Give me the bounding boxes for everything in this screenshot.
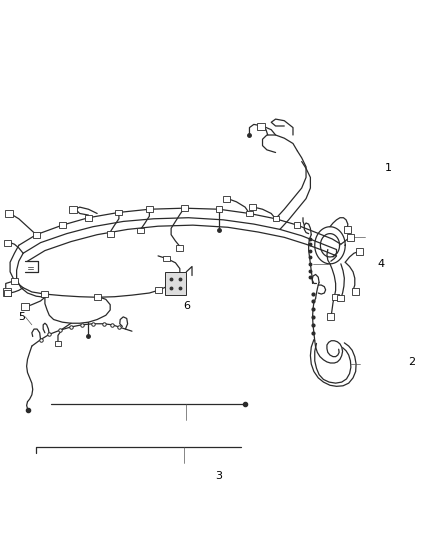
Bar <box>116 209 122 215</box>
Bar <box>356 248 363 255</box>
Bar <box>59 222 66 228</box>
Bar <box>352 288 359 295</box>
Bar <box>249 204 256 210</box>
Bar <box>294 222 300 228</box>
Bar <box>223 196 230 201</box>
Bar <box>4 240 11 246</box>
Bar <box>165 272 186 295</box>
Bar <box>337 295 344 302</box>
Bar <box>163 256 170 262</box>
Bar <box>181 205 187 211</box>
Text: 6: 6 <box>183 301 190 311</box>
Bar <box>344 226 351 232</box>
Bar <box>85 215 92 221</box>
Bar <box>33 232 40 238</box>
Bar <box>347 234 354 240</box>
Bar <box>21 303 29 310</box>
Bar <box>155 287 162 293</box>
Bar <box>327 313 334 319</box>
Text: 1: 1 <box>385 164 392 173</box>
Bar <box>5 210 13 217</box>
Text: 5: 5 <box>18 312 25 322</box>
Bar <box>272 216 279 221</box>
Text: 4: 4 <box>378 259 385 269</box>
Bar <box>107 231 114 237</box>
Bar <box>332 294 339 300</box>
Text: 2: 2 <box>408 357 416 367</box>
Bar <box>146 206 153 212</box>
Bar <box>215 206 223 212</box>
Bar <box>11 278 18 284</box>
Bar <box>4 290 11 296</box>
Bar <box>94 294 101 300</box>
Bar <box>177 245 184 251</box>
Text: 3: 3 <box>215 471 223 481</box>
Bar <box>3 288 11 296</box>
Bar <box>42 291 48 297</box>
Bar <box>257 123 265 130</box>
Bar <box>55 341 61 346</box>
Bar <box>246 211 253 216</box>
Bar <box>69 206 77 213</box>
Bar <box>137 228 144 233</box>
